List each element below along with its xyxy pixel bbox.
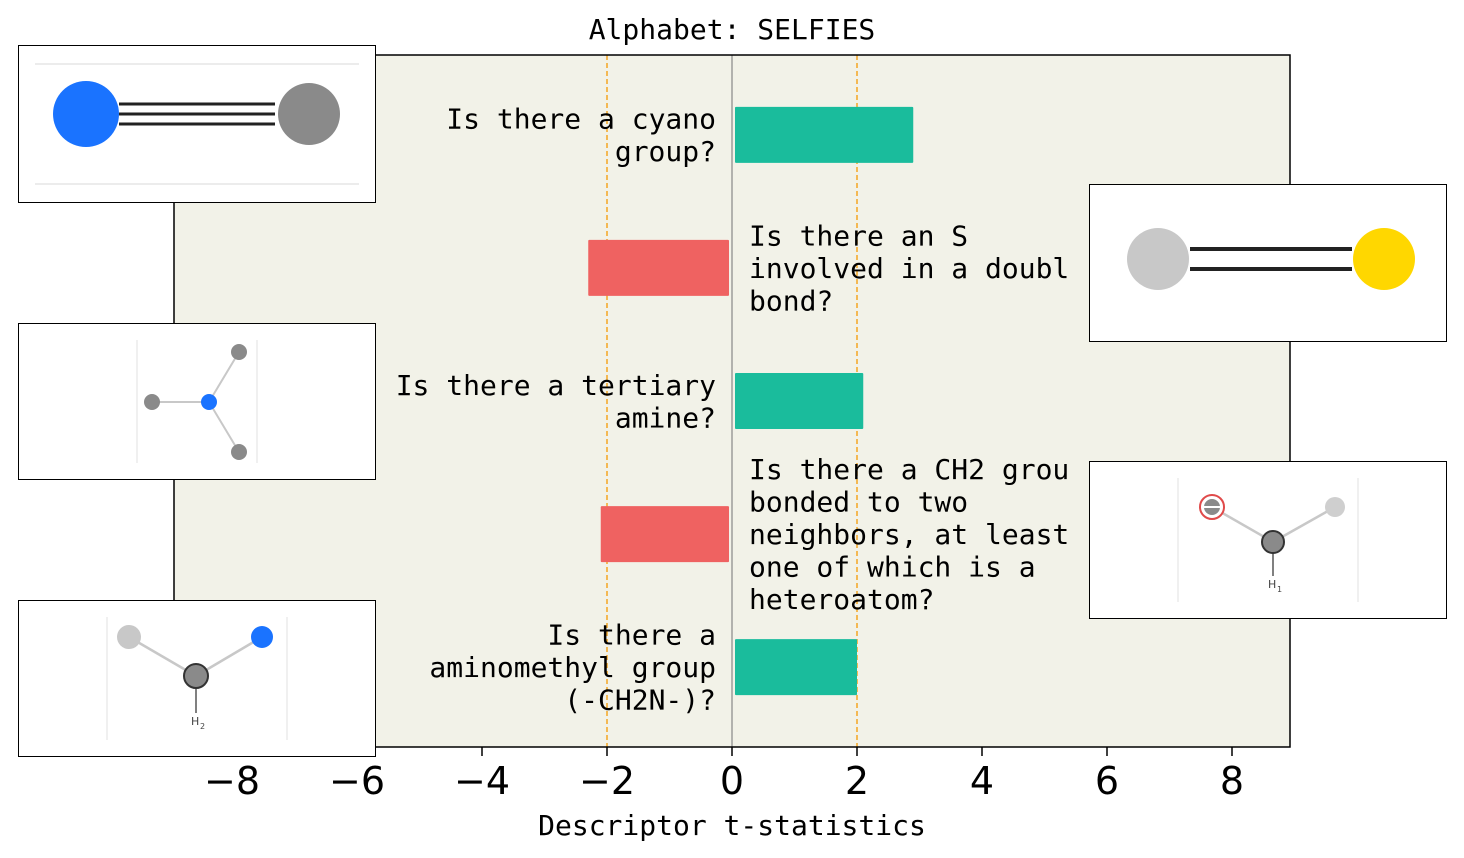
bar: [588, 239, 729, 296]
bar: [600, 506, 729, 563]
bar: [735, 639, 857, 696]
bar-label-line: bond?: [749, 284, 833, 317]
bar-label-line: bonded to two: [749, 486, 968, 519]
thiocarbonyl-inset: [1089, 184, 1447, 342]
bar-label-line: involved in a doubl: [749, 252, 1069, 285]
bar-label-line: Is there a CH2 grou: [749, 453, 1069, 486]
bar-label: Is there a aminomethyl group (-CH2N-)?: [429, 619, 716, 717]
bar: [735, 106, 914, 163]
x-tick-label: −6: [329, 759, 385, 803]
bar: [735, 373, 864, 429]
bar-label-line: aminomethyl group: [429, 651, 716, 684]
bar-label-line: amine?: [615, 401, 716, 434]
x-tick-label: 4: [970, 759, 994, 803]
thiocarbonyl-molecule-icon: [1127, 228, 1415, 290]
aminomethyl-inset: H 2: [18, 600, 376, 757]
ch2-heteroatom-molecule-icon: H 1: [1177, 478, 1359, 602]
x-tick-label: 0: [720, 759, 744, 803]
bar-label-line: (-CH2N-)?: [564, 684, 716, 717]
bar-label: Is there a tertiary amine?: [396, 369, 716, 435]
cyano-molecule-inset: [18, 45, 376, 203]
bar-label-line: group?: [615, 135, 716, 168]
bar-label-line: neighbors, at least: [749, 518, 1069, 551]
tertiary-amine-molecule-icon: [136, 340, 258, 463]
x-ticks-group: −8 −6 −4 −2 0 2 4 6 8: [204, 747, 1244, 803]
aminomethyl-molecule-icon: H 2: [106, 617, 288, 740]
x-tick-label: −4: [454, 759, 510, 803]
x-axis-label: Descriptor t-statistics: [538, 809, 926, 842]
subscript-h-label: H: [191, 715, 199, 728]
bar-label-line: Is there a: [547, 619, 716, 652]
subscript-1-label: 1: [1277, 585, 1282, 594]
bars-group: [588, 106, 914, 696]
tertiary-amine-inset: [18, 323, 376, 480]
chart-title: Alphabet: SELFIES: [589, 13, 876, 46]
bar-label-line: Is there an S: [749, 219, 968, 252]
subscript-2-label: 2: [200, 722, 205, 731]
bar-label-line: heteroatom?: [749, 583, 934, 616]
bar-label-line: Is there a tertiary: [396, 369, 716, 402]
x-tick-label: 2: [845, 759, 869, 803]
bar-label-line: one of which is a: [749, 551, 1036, 584]
x-tick-label: 6: [1095, 759, 1119, 803]
bar-label-line: Is there a cyano: [446, 103, 716, 136]
x-tick-label: −2: [579, 759, 635, 803]
bar-label: Is there a cyano group?: [446, 103, 716, 169]
cyano-molecule-icon: [35, 63, 359, 185]
x-tick-label: −8: [204, 759, 260, 803]
bar-label: Is there a CH2 grou bonded to two neighbor…: [749, 453, 1069, 616]
ch2-heteroatom-inset: H 1: [1089, 461, 1447, 619]
subscript-h-label: H: [1268, 578, 1276, 591]
x-tick-label: 8: [1220, 759, 1244, 803]
